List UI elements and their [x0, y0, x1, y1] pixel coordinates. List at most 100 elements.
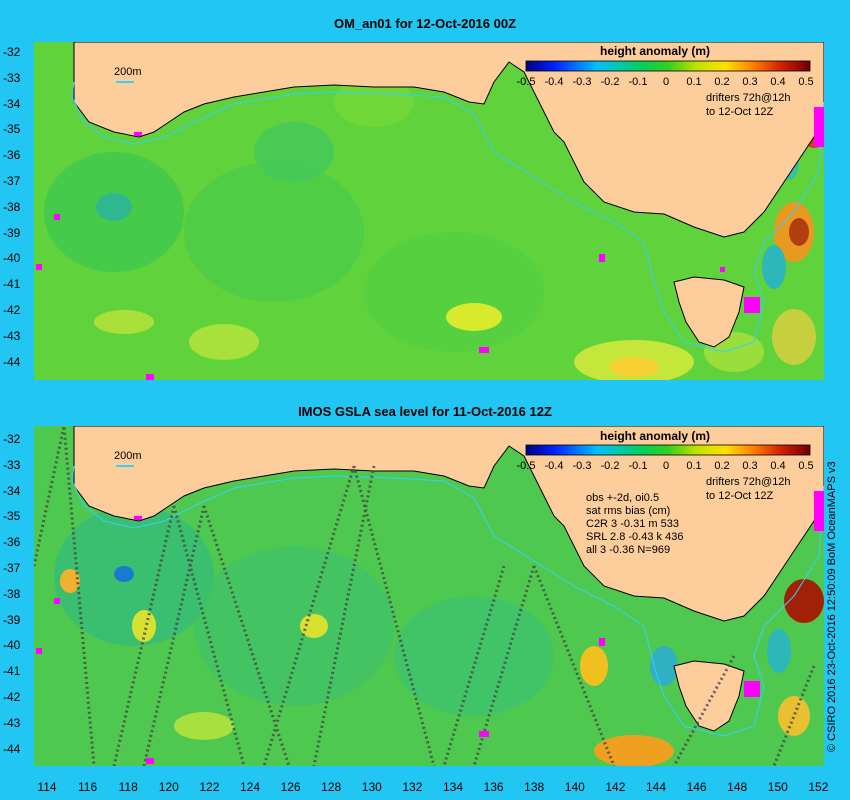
x-axis-label: 140	[564, 780, 585, 794]
y-axis-label: -44	[3, 741, 21, 756]
colorbar	[525, 60, 811, 72]
x-axis-label: 122	[199, 780, 220, 794]
y-axis-label: -40	[3, 638, 21, 653]
colorbar-tick-label: -0.5	[516, 460, 536, 472]
colorbar-ticks-1: -0.5 -0.4 -0.3 -0.2 -0.1 0 0.1 0.2 0.3 0.4 0.5	[517, 76, 814, 90]
y-axis-label: -39	[3, 612, 21, 627]
y-axis-label: -42	[3, 690, 21, 704]
stats-line: obs +-2d, oi0.5	[586, 492, 660, 504]
credit-text: © CSIRO 2016 23-Oct-2016 12:50:09 BoM Oc…	[826, 461, 838, 752]
drifter-tracks	[36, 491, 824, 764]
isobath-200m	[71, 465, 824, 737]
colorbar-tick-label: -0.3	[572, 460, 592, 472]
x-axis-label: 136	[483, 780, 504, 794]
drifters-legend-2a: drifters 72h@12h	[706, 476, 791, 488]
x-axis-label: 114	[37, 780, 57, 794]
colorbar-tick-label: 0.1	[686, 76, 702, 88]
y-axis-label: -33	[3, 457, 21, 472]
x-axis-label: 150	[767, 780, 788, 794]
colorbar-tick-label: 0.5	[798, 460, 814, 472]
colorbar-tick-label: 0.4	[770, 76, 786, 88]
colorbar-tick-label: -0.4	[544, 76, 564, 88]
y-axis-label: -41	[3, 277, 21, 292]
y-axis-label: -35	[3, 509, 21, 524]
y-axis-label: -40	[3, 251, 21, 266]
colorbar-tick-label: -0.1	[628, 460, 648, 472]
colorbar-title-1: height anomaly (m)	[600, 44, 711, 58]
isobath-200m	[71, 81, 824, 353]
panel-1-map	[34, 42, 824, 380]
y-axis-label: -33	[3, 70, 21, 85]
y-axis-label: -36	[3, 148, 21, 163]
panel-1-title: OM_an01 for 12-Oct-2016 00Z	[333, 16, 517, 31]
y-axis-label: -41	[3, 664, 21, 679]
colorbar-tick-label: -0.4	[544, 460, 564, 472]
y-axis-label: -34	[3, 483, 21, 498]
y-axis-label: -42	[3, 303, 21, 317]
colorbar-tick-label: 0.2	[714, 460, 730, 472]
x-axis-label: 116	[78, 780, 98, 794]
colorbar-tick-label: -0.1	[628, 76, 648, 88]
x-axis-label: 138	[524, 780, 545, 794]
x-axis-label: 130	[361, 780, 382, 794]
colorbar-tick-label: 0.1	[686, 460, 702, 472]
colorbar-tick-label: 0.5	[798, 76, 814, 88]
x-axis-label: 146	[686, 780, 707, 794]
x-axis-label: 128	[321, 780, 342, 794]
y-axis-label: -38	[3, 586, 21, 601]
colorbar-tick-label: 0.3	[742, 460, 758, 472]
y-axis-label: -32	[3, 45, 21, 59]
x-axis-label: 144	[645, 780, 667, 794]
stats-box: obs +-2d, oi0.5 sat rms bias (cm) C2R 3 …	[586, 492, 683, 557]
x-axis-label: 120	[158, 780, 179, 794]
colorbar-tick-label: 0.3	[742, 76, 758, 88]
x-axis-label: 124	[239, 780, 261, 794]
y-axis-label: -44	[3, 354, 21, 369]
panel-2-map	[34, 426, 824, 766]
colorbar-tick-label: -0.3	[572, 76, 592, 88]
stats-line: sat rms bias (cm)	[586, 505, 671, 517]
y-axis-label: -39	[3, 225, 21, 240]
scale-label-1: 200m	[114, 66, 142, 78]
colorbar-tick-label: 0	[662, 76, 670, 88]
colorbar	[525, 444, 811, 456]
y-axis-label: -43	[3, 715, 21, 730]
colorbar-tick-label: 0	[662, 460, 670, 472]
drifters-legend-1b: to 12-Oct 12Z	[706, 106, 774, 118]
x-axis-label: 132	[402, 780, 423, 794]
stats-line: C2R 3 -0.31 m 533	[586, 518, 679, 530]
scale-label-2: 200m	[114, 450, 142, 462]
x-axis-label: 134	[442, 780, 464, 794]
y-axis-label: -43	[3, 328, 21, 343]
anomaly-blobs	[54, 446, 824, 766]
drifters-legend-2b: to 12-Oct 12Z	[706, 490, 774, 502]
drifter-tracks	[36, 107, 824, 380]
land	[73, 426, 824, 732]
y-axis-label: -38	[3, 199, 21, 214]
colorbar-ticks-2: -0.5 -0.4 -0.3 -0.2 -0.1 0 0.1 0.2 0.3 0.4 0.5	[517, 460, 814, 474]
y-axis-label: -37	[3, 561, 21, 575]
x-axis-label: 118	[118, 780, 138, 794]
y-axis-label: -35	[3, 122, 21, 137]
y-axis-label: -37	[3, 174, 21, 188]
colorbar-title-2: height anomaly (m)	[600, 429, 711, 443]
colorbar-tick-label: -0.5	[516, 76, 536, 88]
stats-line: all 3 -0.36 N=969	[586, 544, 671, 556]
colorbar-tick-label: 0.2	[714, 76, 730, 88]
panel-2-title: IMOS GSLA sea level for 11-Oct-2016 12Z	[298, 404, 552, 419]
x-axis-label: 148	[727, 780, 748, 794]
drifters-legend-1a: drifters 72h@12h	[706, 92, 791, 104]
anomaly-blobs	[44, 77, 824, 380]
y-axis-label: -32	[3, 432, 21, 446]
satellite-tracks	[34, 426, 816, 766]
stats-line: SRL 2.8 -0.43 k 436	[586, 531, 684, 543]
x-axis-label: 126	[280, 780, 301, 794]
y-axis-label: -36	[3, 535, 21, 550]
y-axis-label: -34	[3, 96, 21, 111]
colorbar-tick-label: 0.4	[770, 460, 786, 472]
colorbar-tick-label: -0.2	[600, 460, 620, 472]
land	[73, 42, 824, 348]
x-axis-label: 142	[605, 780, 626, 794]
x-axis-label: 152	[808, 780, 829, 794]
colorbar-tick-label: -0.2	[600, 76, 620, 88]
